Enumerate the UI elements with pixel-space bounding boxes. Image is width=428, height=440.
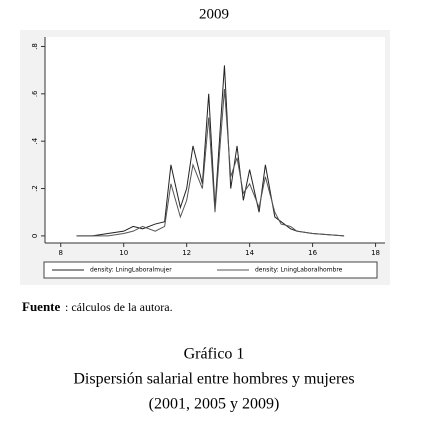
x-tick-label: 14 [245,249,254,257]
x-tick-label: 8 [59,249,63,257]
legend-label: density: LningLaboralmujer [90,267,172,274]
source-text: : cálculos de la autora. [65,300,173,314]
chart-title: 2009 [199,6,229,22]
y-tick-label: 0 [31,234,39,238]
x-tick-label: 10 [119,249,128,257]
caption-number: Gráfico 1 [184,346,245,363]
caption-subtitle: (2001, 2005 y 2009) [149,396,280,413]
x-tick-label: 12 [182,249,191,257]
y-tick-label: .8 [31,43,39,50]
y-tick-label: .6 [31,90,39,97]
y-tick-label: .2 [31,185,39,192]
density-line [76,89,345,237]
legend-label: density: LningLaboralhombre [255,267,343,274]
caption-title: Dispersión salarial entre hombres y muje… [73,371,354,388]
source-label: Fuente [22,299,61,314]
x-tick-label: 18 [371,249,380,257]
x-tick-label: 16 [308,249,317,257]
y-tick-label: .4 [31,137,39,144]
density-line [76,65,345,237]
legend-box [43,261,378,279]
